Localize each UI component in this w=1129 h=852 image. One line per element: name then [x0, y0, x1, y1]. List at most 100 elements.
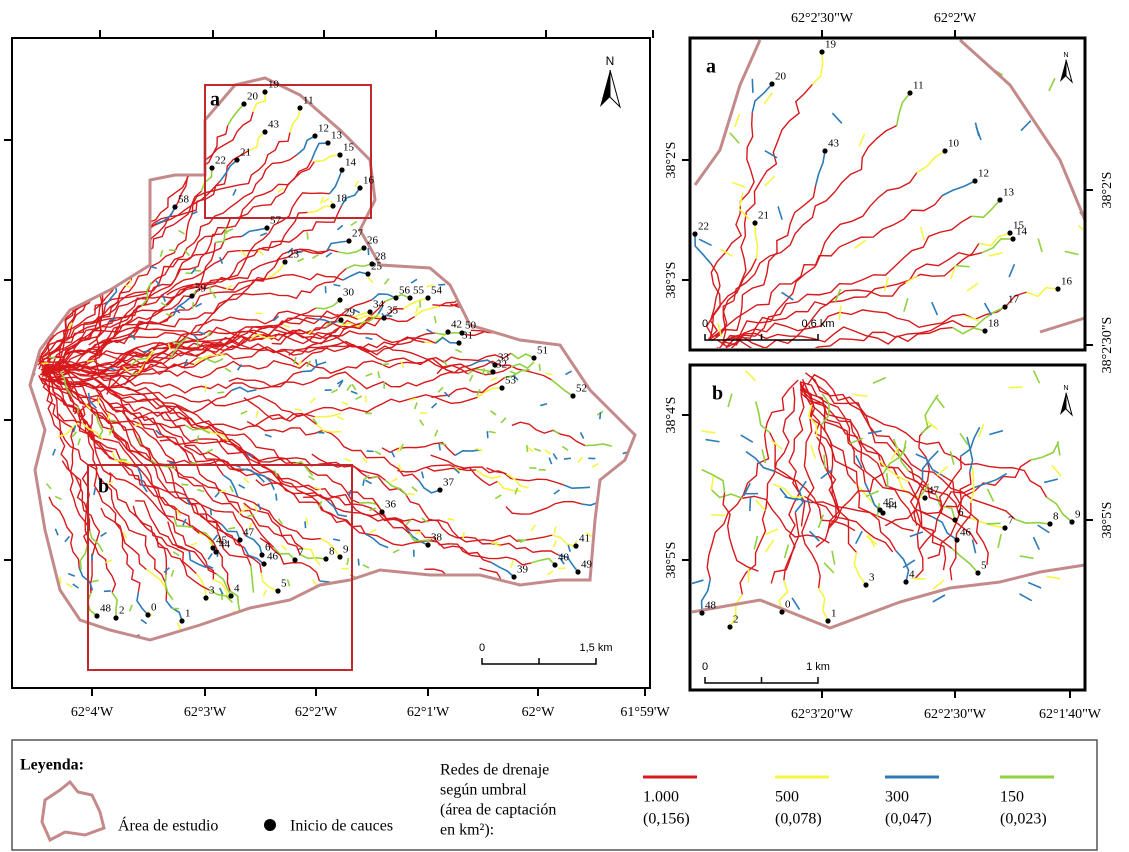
channel-head	[879, 460, 909, 483]
channel-head	[305, 517, 309, 525]
channel-head	[272, 315, 280, 322]
point-label: 59	[195, 283, 207, 295]
channel	[818, 424, 837, 528]
channel	[73, 364, 131, 415]
channel-start	[1069, 519, 1075, 525]
channel-head	[129, 333, 136, 341]
channel-head	[243, 504, 250, 511]
channel-head	[190, 267, 197, 275]
channel-head	[751, 83, 773, 113]
channel	[47, 368, 478, 418]
channel-head	[563, 457, 572, 460]
channel-head	[87, 392, 97, 409]
channel-head	[971, 199, 1001, 219]
point-label: 54	[431, 285, 443, 297]
channel-head	[494, 543, 502, 548]
channel-head	[476, 388, 481, 396]
channel-head	[433, 315, 437, 324]
channel	[62, 397, 113, 453]
x-axis-label: 62°2'W	[295, 705, 338, 720]
channel-head	[510, 361, 535, 370]
channel-head	[952, 326, 986, 335]
channel-head	[744, 370, 756, 382]
channel	[228, 370, 303, 388]
channel	[810, 501, 914, 532]
channel-start	[145, 612, 151, 618]
channel-start	[922, 495, 928, 501]
channel-head	[911, 577, 926, 580]
channel	[255, 479, 328, 502]
channel	[711, 84, 813, 342]
boundary-segment	[1039, 316, 1086, 334]
channel-head	[509, 370, 517, 375]
channel-head	[1037, 238, 1043, 253]
channel-head	[361, 456, 368, 464]
side-label: 38°2'S	[1100, 172, 1115, 209]
channel	[45, 328, 436, 372]
channel-head	[563, 484, 591, 490]
legend-label: 500	[775, 789, 799, 806]
channel-head	[477, 387, 503, 398]
channel-head	[264, 261, 286, 281]
channel-head	[283, 324, 291, 329]
channel-head	[255, 312, 263, 315]
channel-head	[915, 453, 944, 477]
channel-head	[559, 558, 565, 565]
legend-label: 300	[885, 789, 909, 806]
point-label: 52	[576, 383, 587, 395]
point-label: 25	[371, 261, 383, 273]
channel-head	[344, 457, 352, 463]
channel-head	[500, 417, 507, 424]
channel	[724, 215, 972, 346]
channel-head	[1026, 286, 1059, 298]
channel-head	[447, 517, 455, 521]
point-label: 13	[1003, 187, 1015, 199]
channel	[716, 251, 983, 348]
point-label: 20	[775, 71, 787, 83]
channel-head	[167, 343, 172, 351]
channel-start	[825, 618, 831, 624]
channel-head	[770, 439, 783, 450]
channel-head	[717, 322, 723, 338]
channel-head	[289, 107, 301, 133]
channel-start	[172, 204, 178, 210]
channel-head	[754, 401, 771, 434]
channel-start	[367, 309, 373, 315]
boundary-segment	[958, 38, 1087, 221]
channel-head	[59, 576, 62, 584]
bottom-label: 62°1'40"W	[1039, 707, 1102, 722]
channel-head	[538, 363, 541, 371]
channel	[769, 432, 806, 527]
channel-head	[64, 535, 71, 543]
channel-head	[45, 483, 52, 490]
channel-head	[165, 600, 183, 622]
channel-head	[902, 440, 907, 455]
channel-head	[106, 480, 114, 486]
channel-head	[811, 51, 824, 86]
channel-head	[407, 492, 415, 496]
channel-start	[425, 295, 431, 301]
channel-head	[895, 92, 911, 126]
channel	[815, 472, 884, 548]
channel-head	[467, 368, 494, 375]
channel-start	[237, 537, 243, 543]
point-label: 16	[363, 175, 375, 187]
channel-head	[413, 402, 418, 410]
channel-start	[490, 369, 496, 375]
channel	[183, 445, 256, 477]
channel-start	[379, 509, 385, 515]
frame-label: a	[706, 56, 716, 78]
channel-head	[160, 302, 168, 308]
channel-head	[435, 336, 460, 344]
channel-head	[326, 500, 348, 518]
channel-head	[853, 393, 868, 398]
channel	[913, 426, 930, 526]
channel-head	[525, 444, 529, 453]
channel-head	[320, 196, 325, 204]
channel-head	[134, 423, 142, 427]
channel-head	[219, 159, 238, 182]
channel-head	[108, 317, 116, 322]
channel-head	[259, 232, 268, 237]
point-label: 12	[978, 168, 989, 180]
channel-head	[65, 582, 73, 588]
